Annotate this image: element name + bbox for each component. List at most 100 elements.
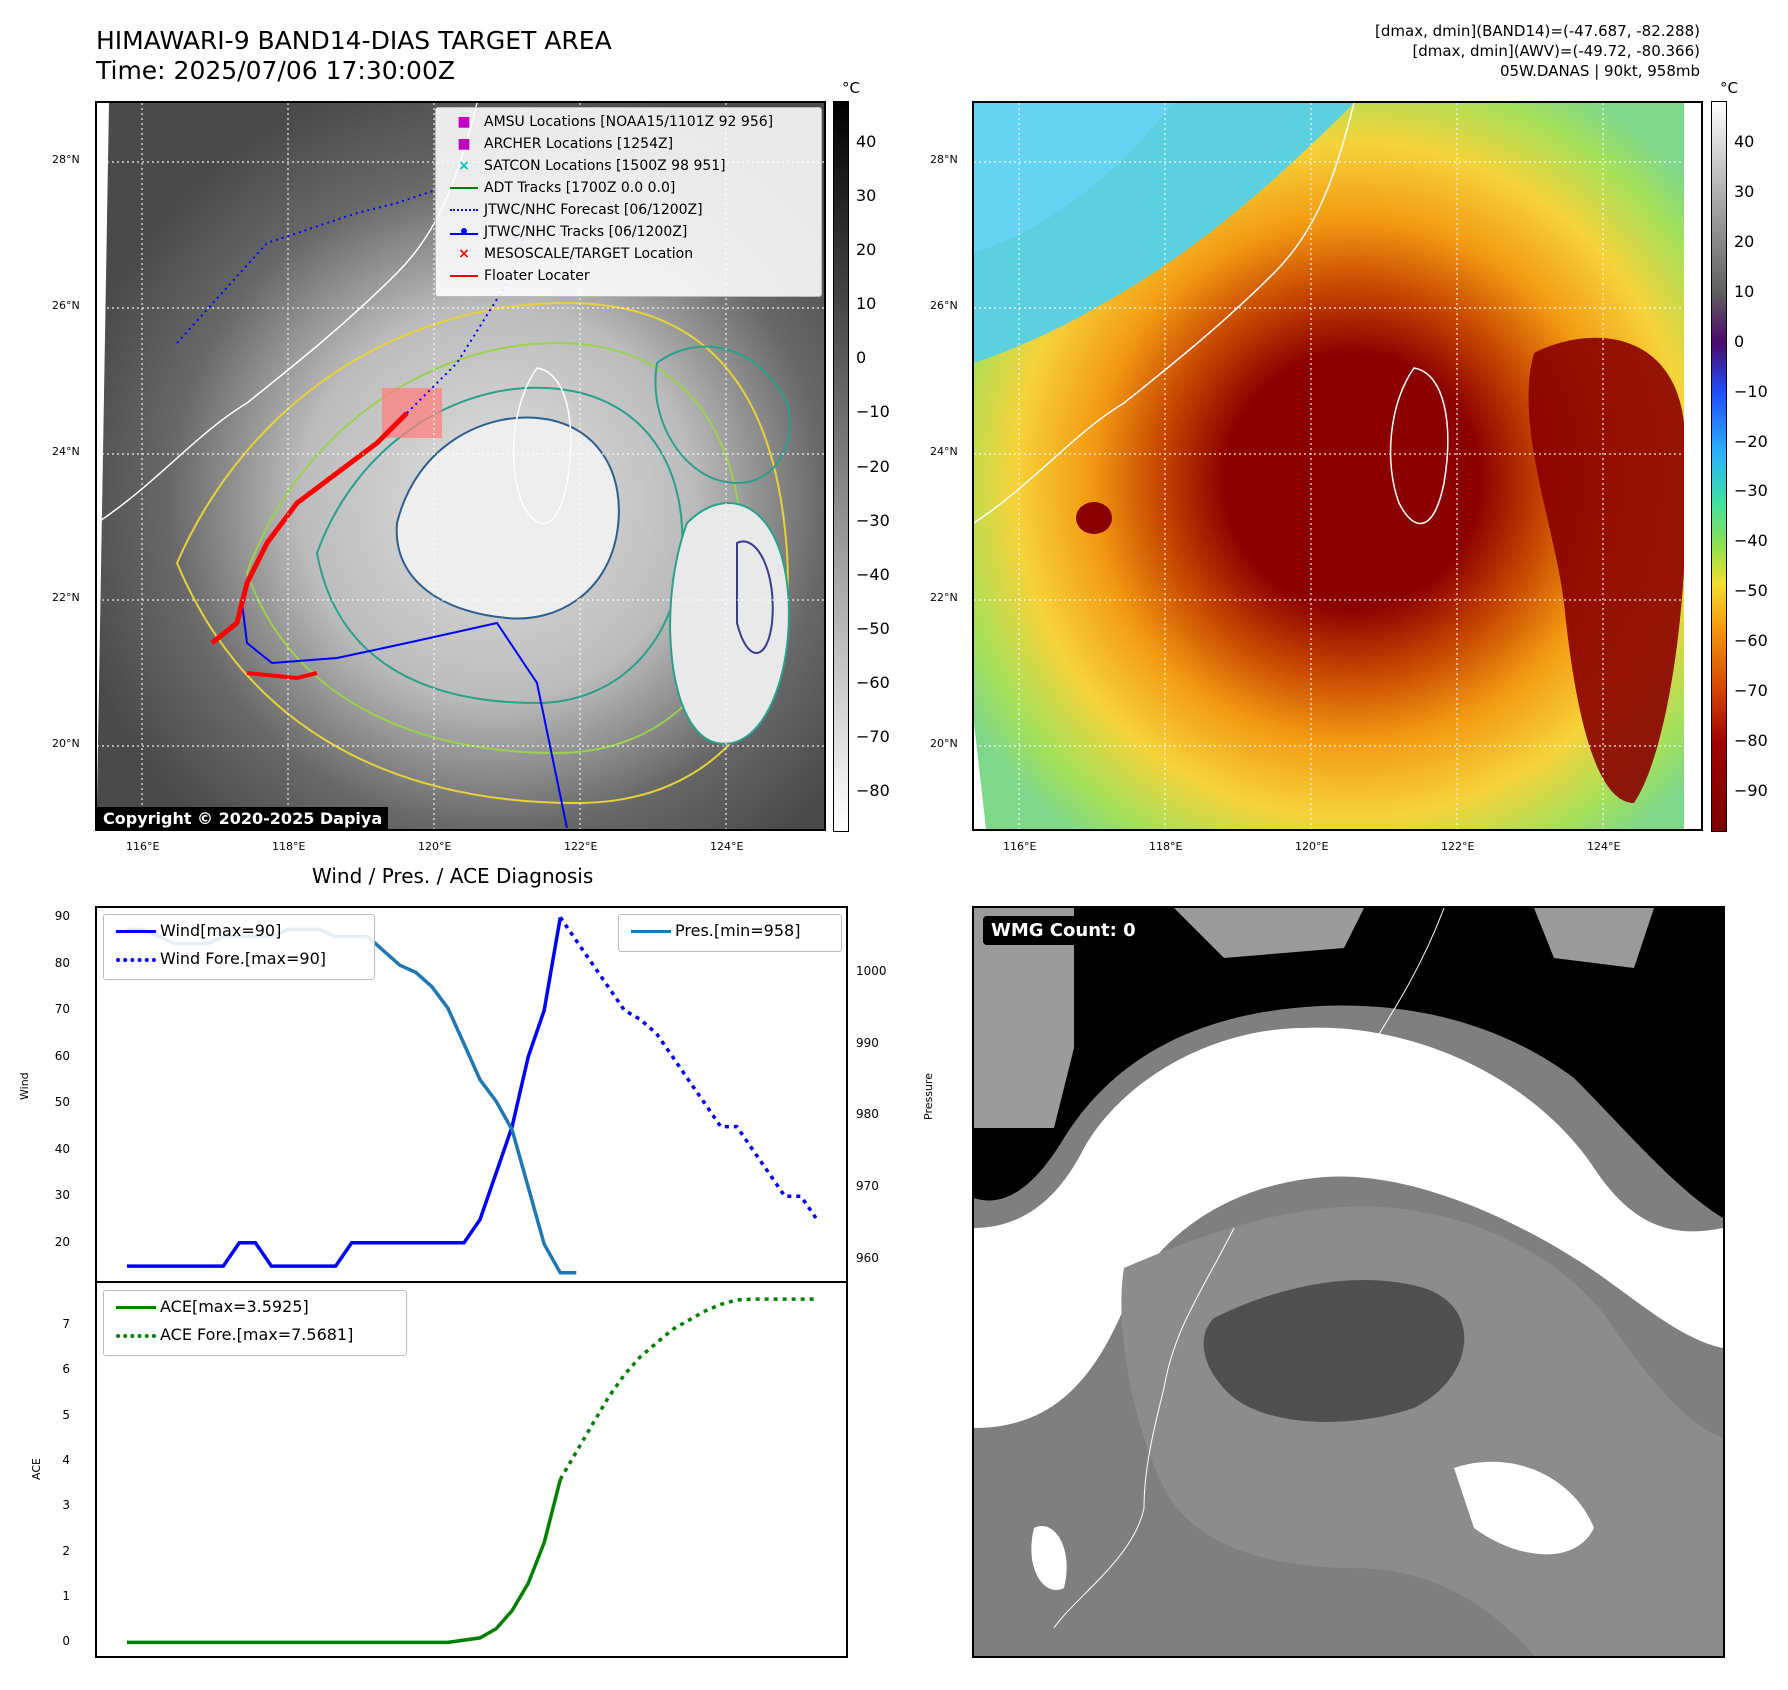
- colorbar-tick: −90: [1734, 781, 1768, 800]
- colorbar-tick: 0: [1734, 331, 1745, 351]
- y-tick-label: 70: [54, 1002, 70, 1017]
- lat-label: 24°N: [930, 445, 958, 458]
- colorbar-tick: −60: [1734, 631, 1768, 651]
- dotted-line-icon: [112, 1333, 160, 1338]
- colorbar-tick: −70: [1734, 681, 1768, 701]
- y-tick-label: 90: [54, 909, 70, 924]
- lon-label: 120°E: [418, 840, 452, 853]
- dotted-line-icon: [112, 957, 160, 962]
- colorbar-tick: 30: [856, 186, 877, 206]
- y-tick-label: 60: [54, 1048, 70, 1063]
- legend-item-tracks: JTWC/NHC Tracks [06/1200Z]: [444, 224, 687, 240]
- lat-label: 24°N: [52, 445, 80, 458]
- y-tick-label: 3: [62, 1498, 70, 1513]
- legend-item-adt: ADT Tracks [1700Z 0.0 0.0]: [444, 180, 675, 196]
- y-tick-label: 6: [62, 1362, 70, 1377]
- series-line: [558, 916, 819, 1221]
- series-line: [558, 1297, 817, 1481]
- colorbar-tick: −10: [1734, 381, 1768, 401]
- legend-item-amsu: ■ AMSU Locations [NOAA15/1101Z 92 956]: [444, 114, 773, 130]
- figure-time: Time: 2025/07/06 17:30:00Z: [96, 56, 455, 85]
- colorbar-tick: −30: [1734, 481, 1768, 501]
- copyright-label: Copyright © 2020-2025 Dapiya: [97, 807, 389, 830]
- lat-label: 26°N: [52, 299, 80, 312]
- y-tick-label: 80: [54, 955, 70, 970]
- map-legend: ■ AMSU Locations [NOAA15/1101Z 92 956] ■ A…: [435, 107, 822, 297]
- lon-label: 122°E: [564, 840, 598, 853]
- line-marker-icon: [444, 275, 484, 277]
- x-marker-icon: ×: [458, 158, 470, 174]
- line-marker-icon: [444, 187, 484, 189]
- lat-label: 28°N: [930, 153, 958, 166]
- lat-label: 28°N: [52, 153, 80, 166]
- lon-label: 118°E: [1149, 840, 1183, 853]
- square-marker-icon: ■: [457, 114, 471, 130]
- pressure-axis-label: Pressure: [922, 1073, 935, 1120]
- colorbar-tick: 10: [1734, 281, 1755, 301]
- diagnosis-panel: [95, 906, 848, 1658]
- colorbar-tick: −20: [856, 456, 890, 476]
- colorbar-tick: 40: [856, 132, 877, 151]
- colorbar-tick: 10: [856, 294, 877, 314]
- legend-ace-fore: ACE Fore.[max=7.5681]: [112, 1325, 353, 1344]
- dotted-line-icon: [444, 209, 484, 211]
- legend-pressure: Pres.[min=958]: [627, 921, 800, 940]
- colorbar-tick: −50: [1734, 581, 1768, 601]
- wmg-panel: [972, 906, 1725, 1658]
- legend-item-floater: Floater Locater: [444, 268, 590, 284]
- colorbar-tick: −40: [1734, 531, 1768, 551]
- diagnosis-title: Wind / Pres. / ACE Diagnosis: [312, 864, 594, 888]
- colorbar-left: [833, 101, 849, 832]
- colorbar-tick: 0: [856, 348, 867, 368]
- y-tick-label: 20: [54, 1234, 70, 1249]
- x-marker-icon: ×: [458, 246, 470, 262]
- dmax-awv: [dmax, dmin](AWV)=(-49.72, -80.366): [1412, 42, 1700, 60]
- colorbar-tick: 20: [1734, 231, 1755, 251]
- legend-item-archer: ■ ARCHER Locations [1254Z]: [444, 136, 673, 152]
- colorbar-tick: 20: [856, 240, 877, 260]
- legend-wind-fore: Wind Fore.[max=90]: [112, 949, 326, 968]
- wmg-count-badge: WMG Count: 0: [983, 916, 1144, 945]
- series-line: [127, 1478, 562, 1645]
- y-tick-label: 4: [62, 1452, 70, 1467]
- ace-legend: ACE[max=3.5925] ACE Fore.[max=7.5681]: [103, 1290, 407, 1356]
- colorbar-tick: −70: [856, 726, 890, 746]
- colorbar-right: [1711, 101, 1727, 832]
- lat-label: 26°N: [930, 299, 958, 312]
- wmg-svg: [974, 908, 1723, 1656]
- awv-map-svg: [974, 103, 1701, 829]
- ace-plot: [127, 1297, 817, 1645]
- colorbar-left-unit: °C: [842, 79, 860, 97]
- lat-label: 20°N: [52, 737, 80, 750]
- lon-label: 124°E: [1587, 840, 1621, 853]
- colorbar-tick: −10: [856, 402, 890, 422]
- colorbar-tick: −30: [856, 510, 890, 530]
- legend-ace: ACE[max=3.5925]: [112, 1297, 309, 1316]
- lon-label: 122°E: [1441, 840, 1475, 853]
- line-marker-icon: [112, 930, 160, 933]
- colorbar-tick: 30: [1734, 181, 1755, 201]
- colorbar-tick: −50: [856, 618, 890, 638]
- y-tick-label: 40: [54, 1141, 70, 1156]
- colorbar-tick: −80: [1734, 731, 1768, 751]
- series-line: [127, 917, 563, 1268]
- line-marker-icon: [627, 930, 675, 933]
- y-tick-label: 2: [62, 1543, 70, 1558]
- awv-map-panel: [972, 101, 1703, 831]
- lat-label: 22°N: [52, 591, 80, 604]
- y-tick-label: 50: [54, 1095, 70, 1110]
- pressure-legend: Pres.[min=958]: [618, 914, 842, 952]
- legend-item-satcon: × SATCON Locations [1500Z 98 951]: [444, 158, 726, 174]
- colorbar-tick: −80: [856, 781, 890, 800]
- y-tick-label: 7: [62, 1316, 70, 1331]
- lon-label: 124°E: [710, 840, 744, 853]
- lon-label: 118°E: [272, 840, 306, 853]
- line-dot-icon: [444, 228, 484, 235]
- lon-label: 116°E: [1003, 840, 1037, 853]
- y-tick-label: 970: [856, 1179, 879, 1193]
- colorbar-tick: 40: [1734, 132, 1755, 151]
- wind-legend: Wind[max=90] Wind Fore.[max=90]: [103, 914, 375, 980]
- y-tick-label: 0: [62, 1634, 70, 1649]
- lon-label: 120°E: [1295, 840, 1329, 853]
- y-tick-label: 1: [62, 1589, 70, 1604]
